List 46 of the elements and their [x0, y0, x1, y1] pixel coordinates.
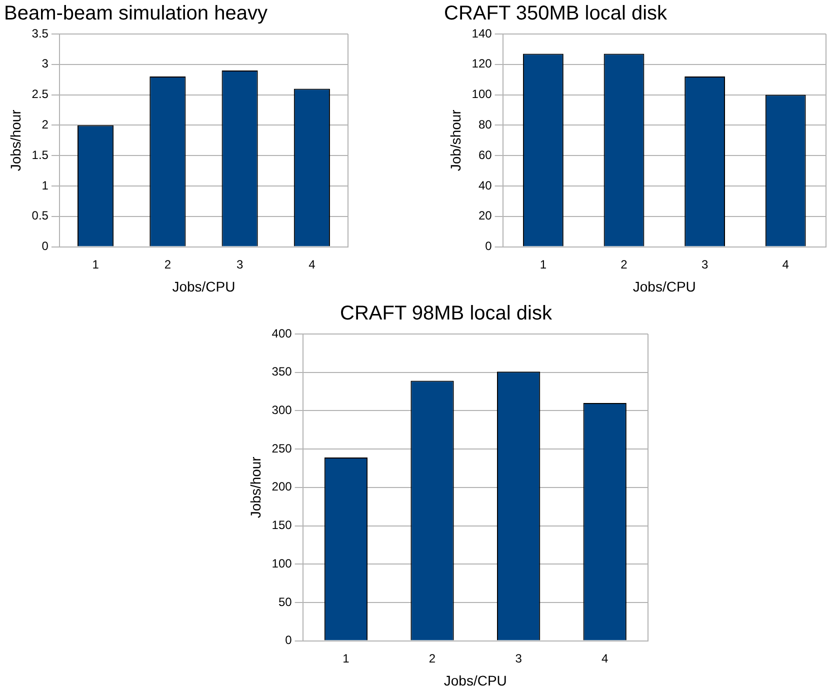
y-tick-label: 0	[485, 239, 492, 254]
y-tick-label: 400	[272, 326, 292, 340]
y-tick-label: 250	[272, 441, 292, 456]
x-tick-label: 2	[164, 257, 172, 272]
y-tick-label: 50	[278, 594, 292, 609]
x-tick-label: 3	[515, 651, 522, 666]
y-axis-title: Jobs/hour	[7, 109, 24, 172]
x-axis-title: Jobs/CPU	[444, 672, 507, 688]
y-tick-label: 150	[272, 518, 292, 532]
y-tick-label: 40	[478, 178, 492, 192]
y-tick-label: 2	[42, 118, 49, 132]
y-tick-label: 80	[478, 118, 492, 132]
x-axis-title: Jobs/CPU	[172, 278, 236, 294]
x-tick-label: 1	[540, 257, 547, 272]
y-tick-label: 1.5	[32, 148, 49, 162]
y-tick-label: 0	[42, 239, 49, 254]
x-tick-label: 2	[428, 651, 436, 666]
y-tick-label: 350	[272, 364, 292, 379]
y-tick-label: 60	[478, 148, 492, 162]
y-tick-label: 0	[285, 633, 292, 648]
chart-title: CRAFT 98MB local disk	[340, 302, 553, 325]
y-tick-label: 1	[42, 178, 49, 192]
x-axis-title: Jobs/CPU	[632, 278, 696, 294]
x-tick-label: 3	[236, 257, 244, 272]
y-tick-label: 2.5	[32, 87, 49, 102]
x-tick-label: 2	[620, 257, 628, 272]
y-tick-label: 0.5	[32, 208, 49, 223]
x-tick-label: 1	[92, 257, 100, 272]
y-tick-label: 100	[272, 556, 292, 570]
x-tick-label: 3	[701, 257, 708, 272]
x-tick-label: 4	[308, 257, 316, 272]
x-tick-label: 4	[782, 257, 790, 272]
chart-title: CRAFT 350MB local disk	[444, 2, 668, 25]
y-tick-label: 200	[272, 480, 292, 494]
y-tick-label: 3.5	[32, 26, 49, 40]
chart-title: Beam-beam simulation heavy	[4, 2, 268, 25]
x-tick-label: 4	[602, 651, 609, 666]
y-tick-label: 100	[472, 87, 492, 102]
y-tick-label: 20	[478, 208, 492, 223]
y-tick-label: 120	[472, 56, 492, 71]
y-tick-label: 140	[472, 26, 492, 40]
x-tick-label: 1	[342, 651, 350, 666]
y-tick-label: 3	[42, 56, 49, 71]
y-tick-label: 300	[272, 403, 292, 418]
y-axis-title: Jobs/hour	[247, 456, 264, 518]
y-axis-title: Job/shour	[447, 109, 464, 172]
